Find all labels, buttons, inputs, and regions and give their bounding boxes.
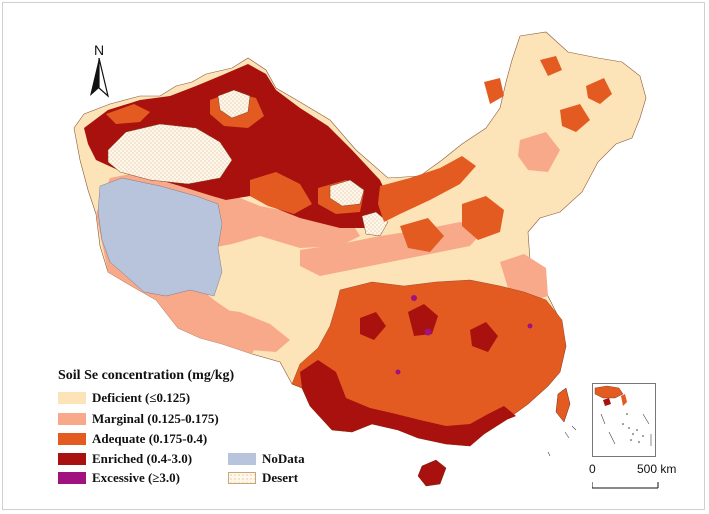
scale-bar-end-label: 500 km [637,462,677,476]
north-arrow: N [86,42,112,98]
region-adequate-loess [400,218,444,252]
scale-bar-start-label: 0 [589,462,596,476]
region-marginal-north-east [518,132,560,172]
region-small-islands [547,425,577,457]
legend-label-deficient: Deficient (≤0.125) [92,390,191,405]
region-nodata [97,177,223,297]
map-frame [2,2,705,510]
legend-label-desert: Desert [262,470,299,485]
inset-map [594,385,652,446]
region-excessive-guizhou [395,369,401,375]
region-desert-qaidam [329,179,365,207]
scale-bar-line [592,482,659,489]
legend-label-adequate: Adequate (0.175-0.4) [92,431,208,446]
region-enriched-sichuan [360,312,386,340]
region-enriched-hubei [408,304,438,336]
region-taiwan [555,387,571,423]
north-arrow-label: N [94,42,105,58]
legend-swatch-adequate [58,433,86,445]
north-arrow-icon [90,58,110,98]
region-adequate-ne-4 [540,56,562,76]
region-adequate-nw-4 [106,104,150,124]
region-adequate-nw-2 [250,172,312,214]
region-excessive-zhejiang [527,323,533,329]
region-adequate-north-band [378,156,476,222]
legend-swatch-deficient [58,392,86,404]
region-enriched-south [300,360,516,446]
region-desert-badain [361,211,389,237]
legend-label-nodata: NoData [262,451,305,466]
region-adequate-ne-1 [484,78,504,104]
scale-bar: 0 500 km [589,462,679,492]
region-excessive-enshi [424,328,432,336]
region-enriched-jiangxi [470,322,498,352]
region-adequate-north-china [462,196,504,240]
region-adequate-ne-3 [560,104,590,132]
region-adequate-ne-2 [586,78,612,104]
legend-title: Soil Se concentration (mg/kg) [58,368,235,383]
region-desert-junggar [217,89,251,119]
legend-label-enriched: Enriched (0.4-3.0) [92,451,193,466]
legend-swatch-marginal [58,413,86,425]
region-desert-taklimakan [107,123,233,185]
region-enriched-north-west [84,64,392,228]
legend-label-excessive: Excessive (≥3.0) [92,470,181,485]
region-hainan [417,459,447,487]
legend-swatch-enriched [58,453,86,465]
legend-swatch-desert [228,472,256,484]
region-marginal-south-west [180,308,290,352]
region-excessive-ziyang [411,295,417,301]
legend-swatch-nodata [228,453,256,465]
south-china-sea-inset [592,383,656,457]
legend-label-marginal: Marginal (0.125-0.175) [92,411,219,426]
legend-swatch-excessive [58,472,86,484]
